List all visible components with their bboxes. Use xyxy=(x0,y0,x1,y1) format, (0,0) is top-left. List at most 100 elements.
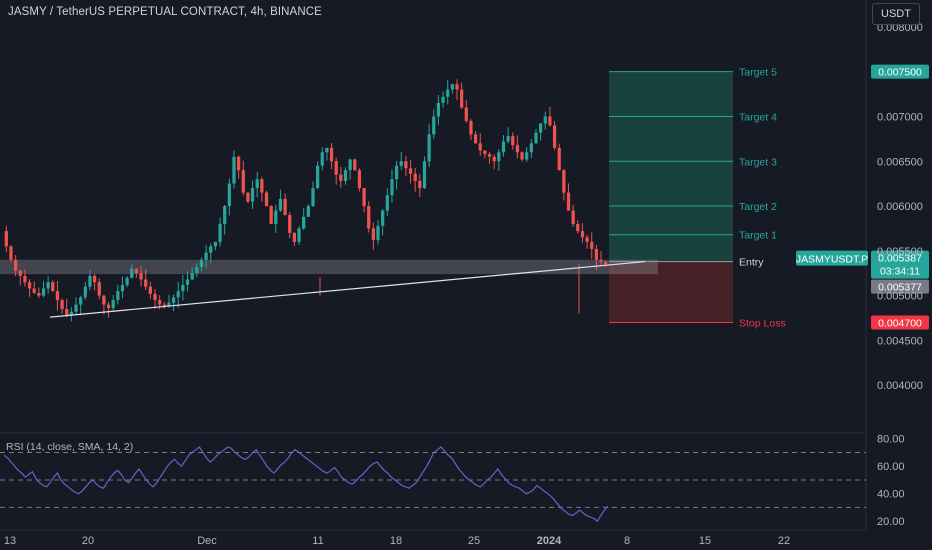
candle-body xyxy=(9,246,13,260)
time-tick-label: 8 xyxy=(624,535,630,547)
symbol-tag xyxy=(796,250,868,266)
candle-body xyxy=(83,286,87,298)
candle-body xyxy=(218,223,222,242)
candle-body xyxy=(478,143,482,151)
level-label: Target 4 xyxy=(739,111,777,123)
candle-body xyxy=(446,89,450,97)
candle-body xyxy=(46,282,50,289)
bid-price-text: 0.005377 xyxy=(878,282,922,294)
last-price-text: 0.005387 xyxy=(878,253,922,265)
candle-body xyxy=(432,116,436,135)
candle-body xyxy=(469,120,473,135)
candle-body xyxy=(441,96,445,104)
candle-body xyxy=(580,231,585,238)
candle-body xyxy=(260,179,264,193)
candle-body xyxy=(399,161,403,166)
candle-body xyxy=(483,150,487,155)
price-tick-label: 0.006500 xyxy=(877,156,923,168)
candle-body xyxy=(334,161,338,175)
candle-body xyxy=(376,225,380,241)
candle-body xyxy=(181,284,185,292)
candle-body xyxy=(237,156,241,171)
price-tick-label: 0.004500 xyxy=(877,335,923,347)
candle-body xyxy=(357,170,362,189)
candle-body xyxy=(320,152,324,166)
candle-body xyxy=(209,246,213,253)
candle-body xyxy=(576,223,580,232)
candle-body xyxy=(264,192,269,207)
candle-body xyxy=(130,268,134,278)
candle-body xyxy=(167,302,171,307)
candle-body xyxy=(571,210,575,224)
rsi-tick-label: 40.00 xyxy=(877,489,905,501)
candle-body xyxy=(23,275,27,283)
candle-body xyxy=(529,143,533,153)
candle-body xyxy=(134,268,139,274)
time-tick-label: 18 xyxy=(390,535,402,547)
level-label: Stop Loss xyxy=(739,318,786,330)
candle-body xyxy=(297,228,301,242)
candle-body xyxy=(227,183,231,207)
time-tick-label: 20 xyxy=(82,535,94,547)
candle-body xyxy=(539,123,543,133)
candle-body xyxy=(185,279,190,285)
candle-body xyxy=(506,136,510,142)
candle-body xyxy=(158,300,162,305)
candle-body xyxy=(144,279,148,287)
level-price-tag-text: 0.007500 xyxy=(878,67,922,79)
candle-body xyxy=(604,261,608,265)
candle-body xyxy=(199,259,204,267)
candle-body xyxy=(413,173,417,181)
rsi-tick-label: 80.00 xyxy=(877,434,905,446)
price-tick-label: 0.004000 xyxy=(877,380,923,392)
level-price-tag xyxy=(871,64,929,79)
candle-body xyxy=(176,291,180,298)
candle-body xyxy=(460,89,464,108)
candle-body xyxy=(125,277,129,285)
candle-body xyxy=(102,295,106,305)
candle-body xyxy=(348,159,352,171)
rsi-tick-label: 60.00 xyxy=(877,461,905,473)
currency-selector[interactable]: USDT xyxy=(872,3,920,25)
candle-body xyxy=(353,159,357,171)
candle-body xyxy=(111,300,115,309)
time-tick-label: 2024 xyxy=(537,535,562,547)
candle-body xyxy=(79,297,83,305)
candle-body xyxy=(51,282,55,292)
time-tick-label: 25 xyxy=(468,535,480,547)
candle-body xyxy=(223,206,227,224)
candle-body xyxy=(27,282,32,289)
trendline xyxy=(49,260,646,318)
candle-body xyxy=(97,282,101,296)
candle-body xyxy=(339,174,343,181)
candle-body xyxy=(55,291,60,301)
time-tick-label: 13 xyxy=(4,535,16,547)
candle-body xyxy=(32,288,36,293)
candle-body xyxy=(497,152,501,162)
rsi-panel: 80.00 60.00 40.00 20.00 xyxy=(0,434,905,528)
candle-body xyxy=(116,291,120,301)
candle-body xyxy=(283,198,287,215)
candle-body xyxy=(562,170,566,193)
candle-body xyxy=(139,273,143,280)
candle-body xyxy=(408,168,413,174)
candle-body xyxy=(195,266,199,274)
candle-body xyxy=(473,134,478,144)
rsi-legend: RSI (14, close, SMA, 14, 2) xyxy=(6,441,134,453)
candle-body xyxy=(590,241,594,250)
candle-body xyxy=(487,154,492,157)
candle-body xyxy=(511,136,515,146)
candle-body xyxy=(501,141,506,153)
candle-body xyxy=(418,180,422,189)
candle-body xyxy=(566,192,571,211)
loss-zone xyxy=(609,261,733,323)
candle-body xyxy=(329,147,334,162)
candle-body xyxy=(65,309,69,316)
candle-body xyxy=(274,210,278,224)
candle-body xyxy=(422,161,427,189)
candle-body xyxy=(92,275,97,283)
level-price-tag xyxy=(871,315,929,330)
level-price-tag-text: 0.004700 xyxy=(878,318,922,330)
candle-body xyxy=(37,292,41,296)
